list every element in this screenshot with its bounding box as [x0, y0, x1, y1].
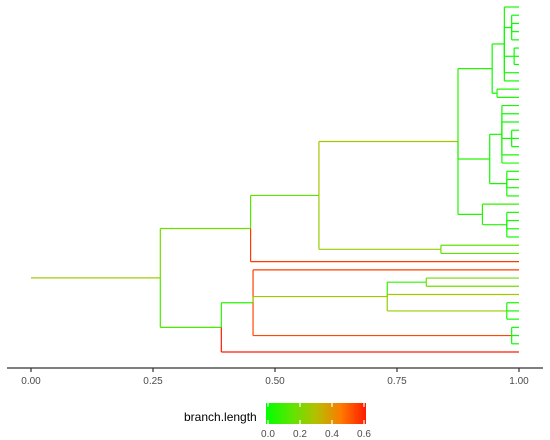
color-legend: branch.length 0.0 0.2 0.4 0.6 [184, 403, 371, 440]
x-tick-label: 1.00 [509, 376, 529, 387]
legend-title: branch.length [184, 410, 257, 424]
x-tick-label: 0.50 [265, 376, 285, 387]
legend-tick-label: 0.4 [325, 429, 339, 440]
legend-tick-label: 0.2 [293, 429, 307, 440]
tree-branches [31, 6, 519, 353]
legend-colorbar [266, 403, 366, 424]
x-tick-label: 0.25 [143, 376, 163, 387]
x-axis: 0.00 0.25 0.50 0.75 1.00 [7, 367, 543, 387]
x-tick-label: 0.00 [21, 376, 41, 387]
x-tick-label: 0.75 [387, 376, 407, 387]
legend-tick-label: 0.6 [357, 429, 371, 440]
legend-tick-label: 0.0 [261, 429, 275, 440]
legend-ticks: 0.0 0.2 0.4 0.6 [261, 403, 371, 440]
